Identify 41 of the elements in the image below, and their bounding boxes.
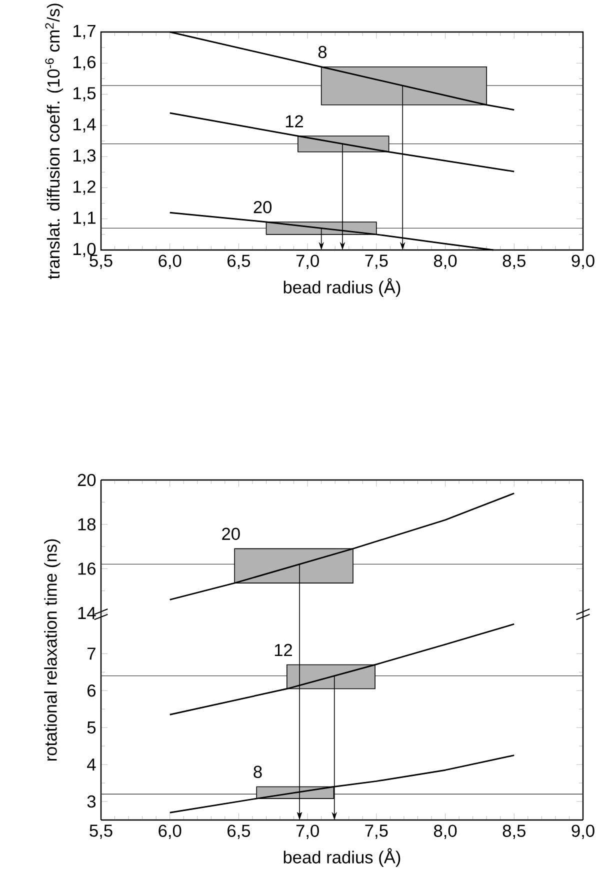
x-tick-label: 7,5 <box>365 824 388 839</box>
series-label: 8 <box>254 766 262 778</box>
y-tick-label: 18 <box>78 518 96 530</box>
series-label: 8 <box>318 46 327 58</box>
y-tick-label: 1,2 <box>74 180 96 195</box>
y-tick-label: 16 <box>78 562 96 575</box>
y-tick-label: 20 <box>78 474 96 486</box>
y-tick-label: 1,4 <box>74 118 96 132</box>
y-tick-label: 6 <box>88 684 96 697</box>
y-tick-label: 1,7 <box>74 24 96 40</box>
y-tick-label: 1,5 <box>74 87 96 102</box>
x-tick-label: 7,0 <box>296 824 319 840</box>
y-tick-label: 1,6 <box>74 56 96 70</box>
x-tick-label: 7,5 <box>365 254 388 269</box>
x-tick-label: 8,0 <box>434 824 457 840</box>
x-tick-label: 6,0 <box>158 254 182 270</box>
series-label: 12 <box>274 644 292 656</box>
x-tick-label: 8,5 <box>502 824 526 840</box>
x-tick-label: 6,0 <box>158 824 182 840</box>
y-axis-title: translat. diffusion coeff. (10$^{-6}$ cm$^{2}$/s) <box>45 4 64 280</box>
x-tick-label: 8,5 <box>502 254 526 270</box>
x-tick-label: 5,5 <box>90 824 112 839</box>
y-tick-label: 1,1 <box>74 212 96 226</box>
x-tick-label: 6,5 <box>228 824 250 840</box>
x-tick-label: 8,0 <box>434 254 457 270</box>
text: 20 <box>222 528 240 540</box>
y-tick-label: 5 <box>87 722 96 734</box>
y-tick-label: 1,3 <box>74 149 96 164</box>
y-tick-label: 7 <box>88 648 96 660</box>
x-axis-title: bead radius (Å) <box>284 848 400 867</box>
y-tick-label: 14 <box>78 607 96 619</box>
x-tick-label: 9,0 <box>572 824 594 840</box>
y-tick-label: 3 <box>87 795 96 808</box>
x-tick-label: 6,5 <box>228 254 250 270</box>
x-axis-title: bead radius (Å) <box>284 278 400 297</box>
x-tick-label: 7,0 <box>296 254 319 270</box>
y-tick-label: 4 <box>87 758 96 771</box>
x-tick-label: 9,0 <box>572 254 594 270</box>
series-label: 20 <box>254 200 272 214</box>
series-label: 12 <box>286 115 303 128</box>
y-axis-title: rotational relaxation time (ns) <box>44 539 60 761</box>
